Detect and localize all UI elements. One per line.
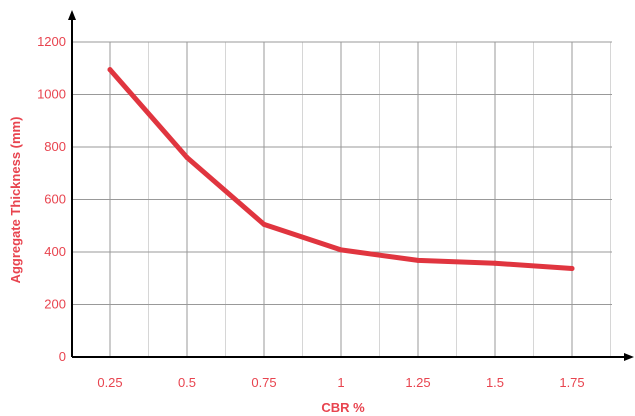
y-tick-label: 0 [59, 349, 66, 364]
data-point [492, 260, 498, 266]
series [107, 67, 575, 271]
y-tick-label: 600 [44, 192, 66, 207]
x-tick-label: 0.25 [97, 375, 122, 390]
y-tick-labels: 0 200 400 600 800 1000 1200 [37, 34, 66, 364]
axes [68, 10, 634, 361]
y-axis-title: Aggregate Thickness (mm) [8, 117, 23, 284]
x-axis-arrow [624, 353, 634, 361]
y-tick-label: 1000 [37, 87, 66, 102]
y-axis-arrow [68, 10, 76, 20]
y-tick-label: 200 [44, 297, 66, 312]
grid [72, 41, 612, 357]
x-tick-label: 1 [337, 375, 344, 390]
x-tick-label: 1.5 [486, 375, 504, 390]
data-point [261, 221, 267, 227]
y-tick-label: 400 [44, 244, 66, 259]
x-tick-label: 0.75 [251, 375, 276, 390]
x-tick-label: 0.5 [178, 375, 196, 390]
y-tick-label: 1200 [37, 34, 66, 49]
data-point [569, 266, 575, 271]
data-point [338, 247, 344, 253]
x-tick-label: 1.25 [405, 375, 430, 390]
data-point [107, 67, 113, 73]
x-tick-label: 1.75 [559, 375, 584, 390]
y-tick-label: 800 [44, 139, 66, 154]
data-point [184, 155, 190, 160]
x-tick-labels: 0.25 0.5 0.75 1 1.25 1.5 1.75 [97, 375, 584, 390]
x-axis-title: CBR % [321, 400, 365, 415]
data-point [415, 257, 421, 263]
